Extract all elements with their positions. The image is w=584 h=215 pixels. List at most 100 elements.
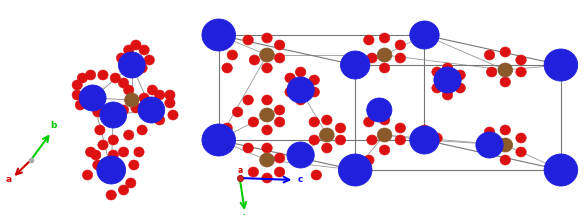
Text: a: a — [238, 166, 243, 175]
Circle shape — [124, 93, 139, 107]
Circle shape — [72, 80, 82, 90]
Circle shape — [95, 125, 105, 135]
Circle shape — [309, 75, 319, 85]
Circle shape — [119, 147, 128, 157]
Text: a: a — [5, 175, 11, 184]
Circle shape — [222, 63, 232, 73]
Circle shape — [498, 63, 513, 77]
Circle shape — [380, 33, 390, 43]
Circle shape — [91, 150, 101, 160]
Circle shape — [262, 125, 272, 135]
Circle shape — [85, 147, 96, 157]
Circle shape — [248, 167, 259, 177]
Circle shape — [202, 19, 235, 51]
Circle shape — [98, 70, 108, 80]
Circle shape — [100, 102, 127, 128]
Circle shape — [455, 83, 465, 93]
Circle shape — [72, 90, 82, 100]
Circle shape — [249, 55, 260, 65]
Circle shape — [260, 48, 274, 62]
Circle shape — [410, 126, 439, 154]
Circle shape — [516, 55, 526, 65]
Circle shape — [335, 135, 346, 145]
Circle shape — [139, 93, 150, 103]
Circle shape — [154, 90, 165, 100]
Circle shape — [442, 90, 453, 100]
Circle shape — [419, 125, 430, 135]
Circle shape — [137, 125, 147, 135]
Circle shape — [108, 135, 119, 145]
Circle shape — [108, 150, 119, 160]
Circle shape — [364, 35, 374, 45]
Circle shape — [544, 154, 578, 186]
Circle shape — [500, 125, 510, 135]
Circle shape — [544, 49, 578, 81]
Circle shape — [119, 78, 128, 88]
Circle shape — [498, 138, 513, 152]
Circle shape — [248, 117, 259, 127]
Circle shape — [202, 124, 235, 156]
Circle shape — [93, 160, 103, 170]
Circle shape — [243, 35, 253, 45]
Circle shape — [395, 40, 405, 50]
Circle shape — [137, 63, 147, 73]
Circle shape — [124, 85, 134, 95]
Circle shape — [119, 185, 128, 195]
Circle shape — [262, 95, 272, 105]
Circle shape — [131, 40, 141, 50]
Circle shape — [410, 21, 439, 49]
Circle shape — [500, 77, 510, 87]
Circle shape — [319, 128, 334, 142]
Circle shape — [119, 105, 128, 115]
Circle shape — [119, 52, 145, 78]
Circle shape — [128, 160, 139, 170]
Circle shape — [93, 107, 103, 117]
Circle shape — [262, 173, 272, 183]
Circle shape — [260, 108, 274, 122]
Circle shape — [110, 73, 120, 83]
Circle shape — [309, 87, 319, 97]
Circle shape — [79, 85, 106, 111]
Circle shape — [380, 63, 390, 73]
Circle shape — [322, 115, 332, 125]
Circle shape — [103, 107, 113, 117]
Circle shape — [274, 53, 285, 63]
Circle shape — [516, 67, 526, 77]
Circle shape — [367, 98, 392, 122]
Circle shape — [364, 117, 374, 127]
Circle shape — [165, 98, 175, 108]
Circle shape — [97, 156, 126, 184]
Circle shape — [338, 154, 372, 186]
Circle shape — [455, 70, 465, 80]
Circle shape — [484, 50, 495, 60]
Circle shape — [126, 178, 136, 188]
Circle shape — [476, 132, 503, 158]
Circle shape — [309, 117, 319, 127]
Circle shape — [434, 67, 461, 93]
Circle shape — [139, 45, 150, 55]
Circle shape — [222, 123, 232, 133]
Circle shape — [144, 55, 154, 65]
Circle shape — [227, 50, 238, 60]
Circle shape — [82, 170, 93, 180]
Circle shape — [432, 83, 442, 93]
Circle shape — [395, 53, 405, 63]
Circle shape — [147, 85, 158, 95]
Circle shape — [85, 70, 96, 80]
Circle shape — [377, 128, 392, 142]
Circle shape — [260, 153, 274, 167]
Circle shape — [395, 135, 405, 145]
Circle shape — [322, 143, 332, 153]
Circle shape — [285, 87, 296, 97]
Circle shape — [154, 115, 165, 125]
Circle shape — [243, 143, 253, 153]
Circle shape — [274, 40, 285, 50]
Circle shape — [262, 33, 272, 43]
Circle shape — [77, 73, 88, 83]
Circle shape — [124, 45, 134, 55]
Circle shape — [262, 63, 272, 73]
Circle shape — [296, 67, 306, 77]
Circle shape — [516, 133, 526, 143]
Circle shape — [98, 140, 108, 150]
Circle shape — [335, 123, 346, 133]
